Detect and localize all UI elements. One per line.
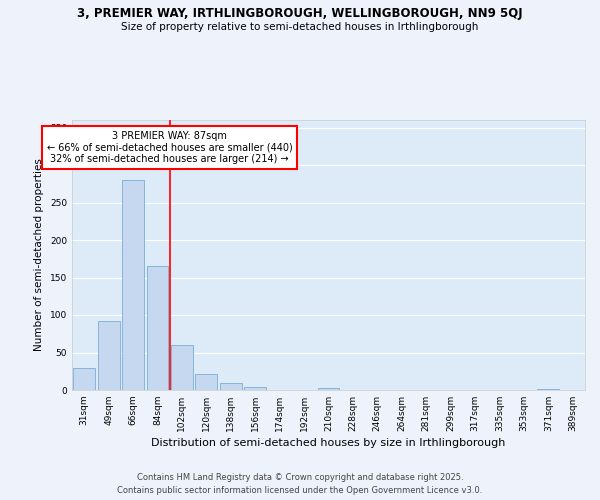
Bar (196, 374, 217, 390)
Bar (317, 388, 340, 390)
Text: Size of property relative to semi-detached houses in Irthlingborough: Size of property relative to semi-detach… (121, 22, 479, 32)
Text: 3 PREMIER WAY: 87sqm
← 66% of semi-detached houses are smaller (440)
32% of semi: 3 PREMIER WAY: 87sqm ← 66% of semi-detac… (47, 131, 293, 164)
Bar (538, 388, 559, 390)
Bar (244, 387, 266, 390)
X-axis label: Distribution of semi-detached houses by size in Irthlingborough: Distribution of semi-detached houses by … (151, 438, 506, 448)
Bar (122, 180, 144, 390)
Text: 3, PREMIER WAY, IRTHLINGBOROUGH, WELLINGBOROUGH, NN9 5QJ: 3, PREMIER WAY, IRTHLINGBOROUGH, WELLING… (77, 8, 523, 20)
Bar (171, 345, 193, 390)
Bar (220, 382, 242, 390)
Bar (146, 266, 169, 390)
Bar (98, 321, 119, 390)
Text: Contains HM Land Registry data © Crown copyright and database right 2025.
Contai: Contains HM Land Registry data © Crown c… (118, 474, 482, 495)
Bar (73, 368, 95, 390)
Y-axis label: Number of semi-detached properties: Number of semi-detached properties (34, 158, 44, 352)
